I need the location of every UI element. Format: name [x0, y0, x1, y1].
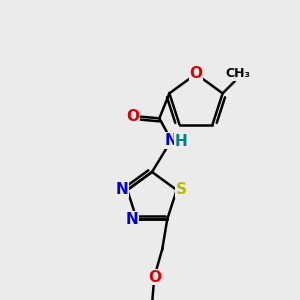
Text: O: O [126, 109, 139, 124]
Text: N: N [116, 182, 129, 197]
Text: S: S [176, 182, 187, 197]
Text: N: N [165, 133, 178, 148]
Text: N: N [125, 212, 138, 226]
Text: H: H [175, 134, 188, 149]
Text: CH₃: CH₃ [225, 67, 250, 80]
Text: O: O [190, 67, 202, 82]
Text: O: O [148, 269, 161, 284]
